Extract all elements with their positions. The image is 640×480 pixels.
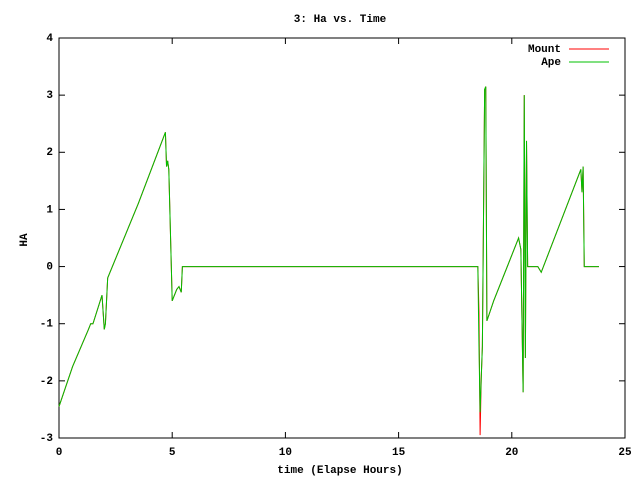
- x-tick-label: 15: [392, 447, 406, 459]
- series-line: [58, 86, 599, 436]
- y-tick-label: -1: [40, 319, 54, 331]
- y-tick-label: 4: [46, 33, 53, 45]
- x-tick-label: 5: [169, 447, 176, 459]
- legend-label: Ape: [541, 57, 561, 69]
- y-axis-label: HA: [19, 233, 31, 247]
- x-tick-label: 0: [56, 447, 63, 459]
- y-tick-label: -3: [40, 433, 54, 445]
- plot-frame: [58, 37, 626, 439]
- y-tick-label: 2: [46, 147, 53, 159]
- x-tick-label: 20: [505, 447, 518, 459]
- x-axis-label: time (Elapse Hours): [277, 465, 402, 477]
- y-tick-label: 3: [46, 90, 53, 102]
- chart-title: 3: Ha vs. Time: [294, 14, 387, 26]
- y-tick-label: -2: [40, 376, 53, 388]
- x-tick-label: 10: [279, 447, 292, 459]
- y-tick-label: 1: [46, 204, 53, 216]
- x-tick-label: 25: [618, 447, 632, 459]
- legend-label: Mount: [528, 44, 561, 56]
- series-line: [58, 86, 599, 413]
- y-tick-label: 0: [46, 261, 53, 273]
